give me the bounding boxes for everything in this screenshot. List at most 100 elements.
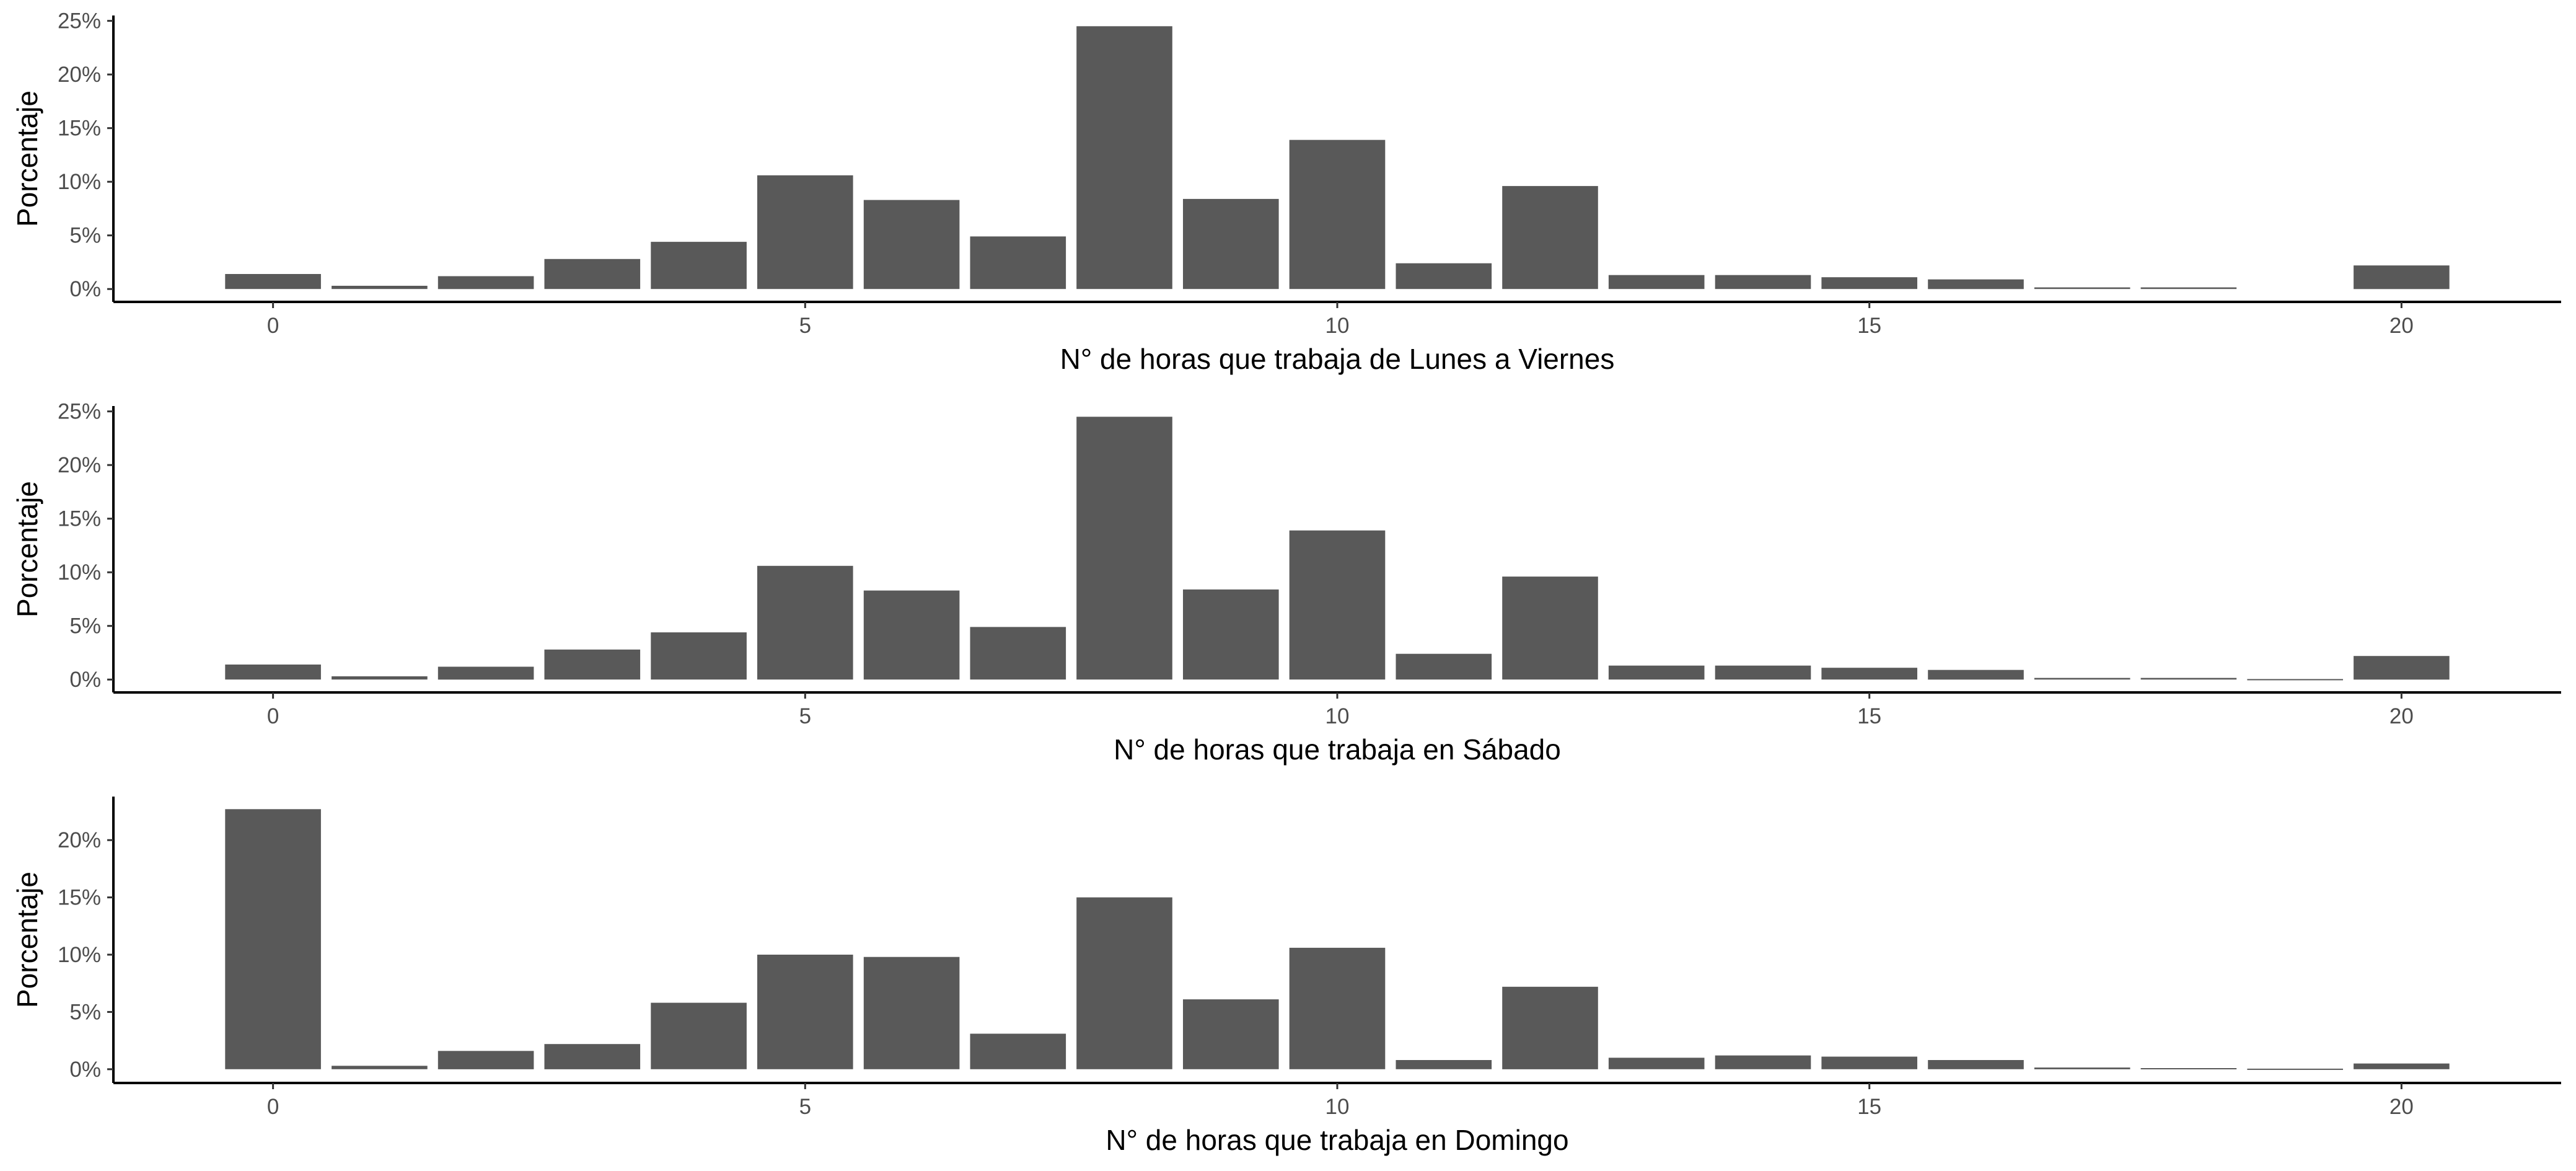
y-ticks-1: 0% 5% 10% 15% 20% 25% — [58, 9, 113, 301]
bars-2 — [225, 417, 2450, 681]
bars-1 — [225, 26, 2450, 289]
bar-1-7 — [970, 236, 1066, 289]
bar-1-3 — [544, 259, 641, 289]
bar-1-8 — [1076, 26, 1172, 289]
bar-1-9 — [1183, 198, 1279, 289]
bars-3 — [225, 809, 2450, 1070]
bar-3-2 — [437, 1051, 534, 1069]
bar-2-7 — [970, 627, 1066, 680]
bar-2-2 — [437, 666, 534, 680]
bar-1-17 — [2034, 287, 2130, 289]
bar-3-19 — [2247, 1068, 2343, 1070]
bar-3-0 — [225, 809, 321, 1069]
x-axis-title-1: N° de horas que trabaja de Lunes a Viern… — [1060, 343, 1615, 375]
x-tick-label-2-5: 5 — [799, 704, 811, 728]
y-tick-label-3-20: 20% — [58, 828, 101, 852]
panel-sabado: 0% 5% 10% 15% 20% 25% 0 5 10 15 20 N° de horas qu… — [11, 400, 2561, 766]
y-tick-label-1-20: 20% — [58, 63, 101, 87]
y-tick-label-3-0: 0% — [69, 1058, 101, 1082]
bar-2-18 — [2140, 678, 2237, 680]
bar-2-15 — [1821, 668, 1917, 680]
bar-1-12 — [1502, 186, 1598, 289]
bar-1-5 — [757, 175, 853, 289]
x-tick-label-2-15: 15 — [1857, 704, 1881, 728]
bar-2-19 — [2247, 679, 2343, 681]
y-tick-label-2-5: 5% — [69, 614, 101, 639]
bar-1-10 — [1289, 139, 1386, 289]
bar-3-12 — [1502, 986, 1598, 1069]
y-ticks-2: 0% 5% 10% 15% 20% 25% — [58, 400, 113, 692]
bar-3-11 — [1396, 1060, 1492, 1069]
bar-2-4 — [651, 632, 747, 680]
bar-2-9 — [1183, 589, 1279, 680]
y-tick-label-1-25: 25% — [58, 9, 101, 33]
x-tick-label-1-20: 20 — [2389, 314, 2414, 338]
bar-2-6 — [863, 590, 960, 680]
bar-1-20 — [2354, 265, 2450, 289]
panel-lunes-viernes: 0% 5% 10% 15% 20% 25% 0 5 10 15 20 N° de horas qu… — [11, 9, 2561, 375]
x-tick-label-1-15: 15 — [1857, 314, 1881, 338]
bar-3-3 — [544, 1044, 641, 1069]
y-tick-label-3-15: 15% — [58, 886, 101, 910]
bar-3-4 — [651, 1002, 747, 1069]
y-tick-label-3-10: 10% — [58, 943, 101, 967]
bar-1-2 — [437, 276, 534, 289]
bar-1-6 — [863, 200, 960, 289]
bar-3-14 — [1715, 1055, 1811, 1069]
bar-1-4 — [651, 242, 747, 289]
bar-3-9 — [1183, 999, 1279, 1069]
y-tick-label-1-5: 5% — [69, 224, 101, 248]
x-tick-label-1-10: 10 — [1325, 314, 1350, 338]
y-tick-label-2-0: 0% — [69, 668, 101, 692]
x-tick-label-3-5: 5 — [799, 1095, 811, 1119]
bar-2-16 — [1928, 669, 2024, 680]
y-tick-label-1-15: 15% — [58, 117, 101, 141]
panel-domingo: 0% 5% 10% 15% 20% 0 5 10 15 20 N° de horas que t… — [11, 797, 2561, 1156]
x-tick-label-3-20: 20 — [2389, 1095, 2414, 1119]
x-tick-label-3-10: 10 — [1325, 1095, 1350, 1119]
x-tick-label-2-20: 20 — [2389, 704, 2414, 728]
x-tick-label-1-0: 0 — [267, 314, 279, 338]
bar-3-17 — [2034, 1067, 2130, 1069]
bar-3-15 — [1821, 1056, 1917, 1069]
bar-2-8 — [1076, 417, 1172, 680]
y-tick-label-1-10: 10% — [58, 170, 101, 194]
y-tick-label-2-25: 25% — [58, 400, 101, 424]
bar-3-8 — [1076, 897, 1172, 1069]
y-ticks-3: 0% 5% 10% 15% 20% — [58, 828, 113, 1082]
x-ticks-2: 0 5 10 15 20 — [267, 692, 2414, 728]
bar-1-18 — [2140, 287, 2237, 289]
x-ticks-1: 0 5 10 15 20 — [267, 302, 2414, 338]
bar-3-20 — [2354, 1063, 2450, 1069]
y-axis-title-2: Porcentaje — [11, 481, 43, 617]
y-axis-title-3: Porcentaje — [11, 872, 43, 1008]
bar-2-10 — [1289, 530, 1386, 680]
bar-3-1 — [332, 1066, 428, 1069]
x-tick-label-1-5: 5 — [799, 314, 811, 338]
bar-1-16 — [1928, 279, 2024, 289]
x-axis-title-2: N° de horas que trabaja en Sábado — [1114, 733, 1561, 766]
bar-2-14 — [1715, 665, 1811, 680]
bar-3-5 — [757, 955, 853, 1069]
bar-3-13 — [1608, 1058, 1705, 1069]
bar-1-11 — [1396, 263, 1492, 289]
bar-3-7 — [970, 1033, 1066, 1069]
x-tick-label-2-10: 10 — [1325, 704, 1350, 728]
x-ticks-3: 0 5 10 15 20 — [267, 1083, 2414, 1119]
y-tick-label-3-5: 5% — [69, 1000, 101, 1024]
bar-2-13 — [1608, 665, 1705, 680]
bar-1-13 — [1608, 275, 1705, 289]
bar-2-11 — [1396, 653, 1492, 680]
y-tick-label-2-15: 15% — [58, 507, 101, 531]
bar-2-20 — [2354, 656, 2450, 680]
y-tick-label-1-0: 0% — [69, 277, 101, 301]
bar-3-10 — [1289, 947, 1386, 1069]
bar-3-18 — [2140, 1068, 2237, 1069]
x-axis-title-3: N° de horas que trabaja en Domingo — [1106, 1124, 1568, 1156]
bar-1-0 — [225, 274, 321, 289]
y-tick-label-2-20: 20% — [58, 453, 101, 477]
bar-2-12 — [1502, 577, 1598, 680]
bar-1-1 — [332, 286, 428, 289]
bar-2-1 — [332, 676, 428, 680]
